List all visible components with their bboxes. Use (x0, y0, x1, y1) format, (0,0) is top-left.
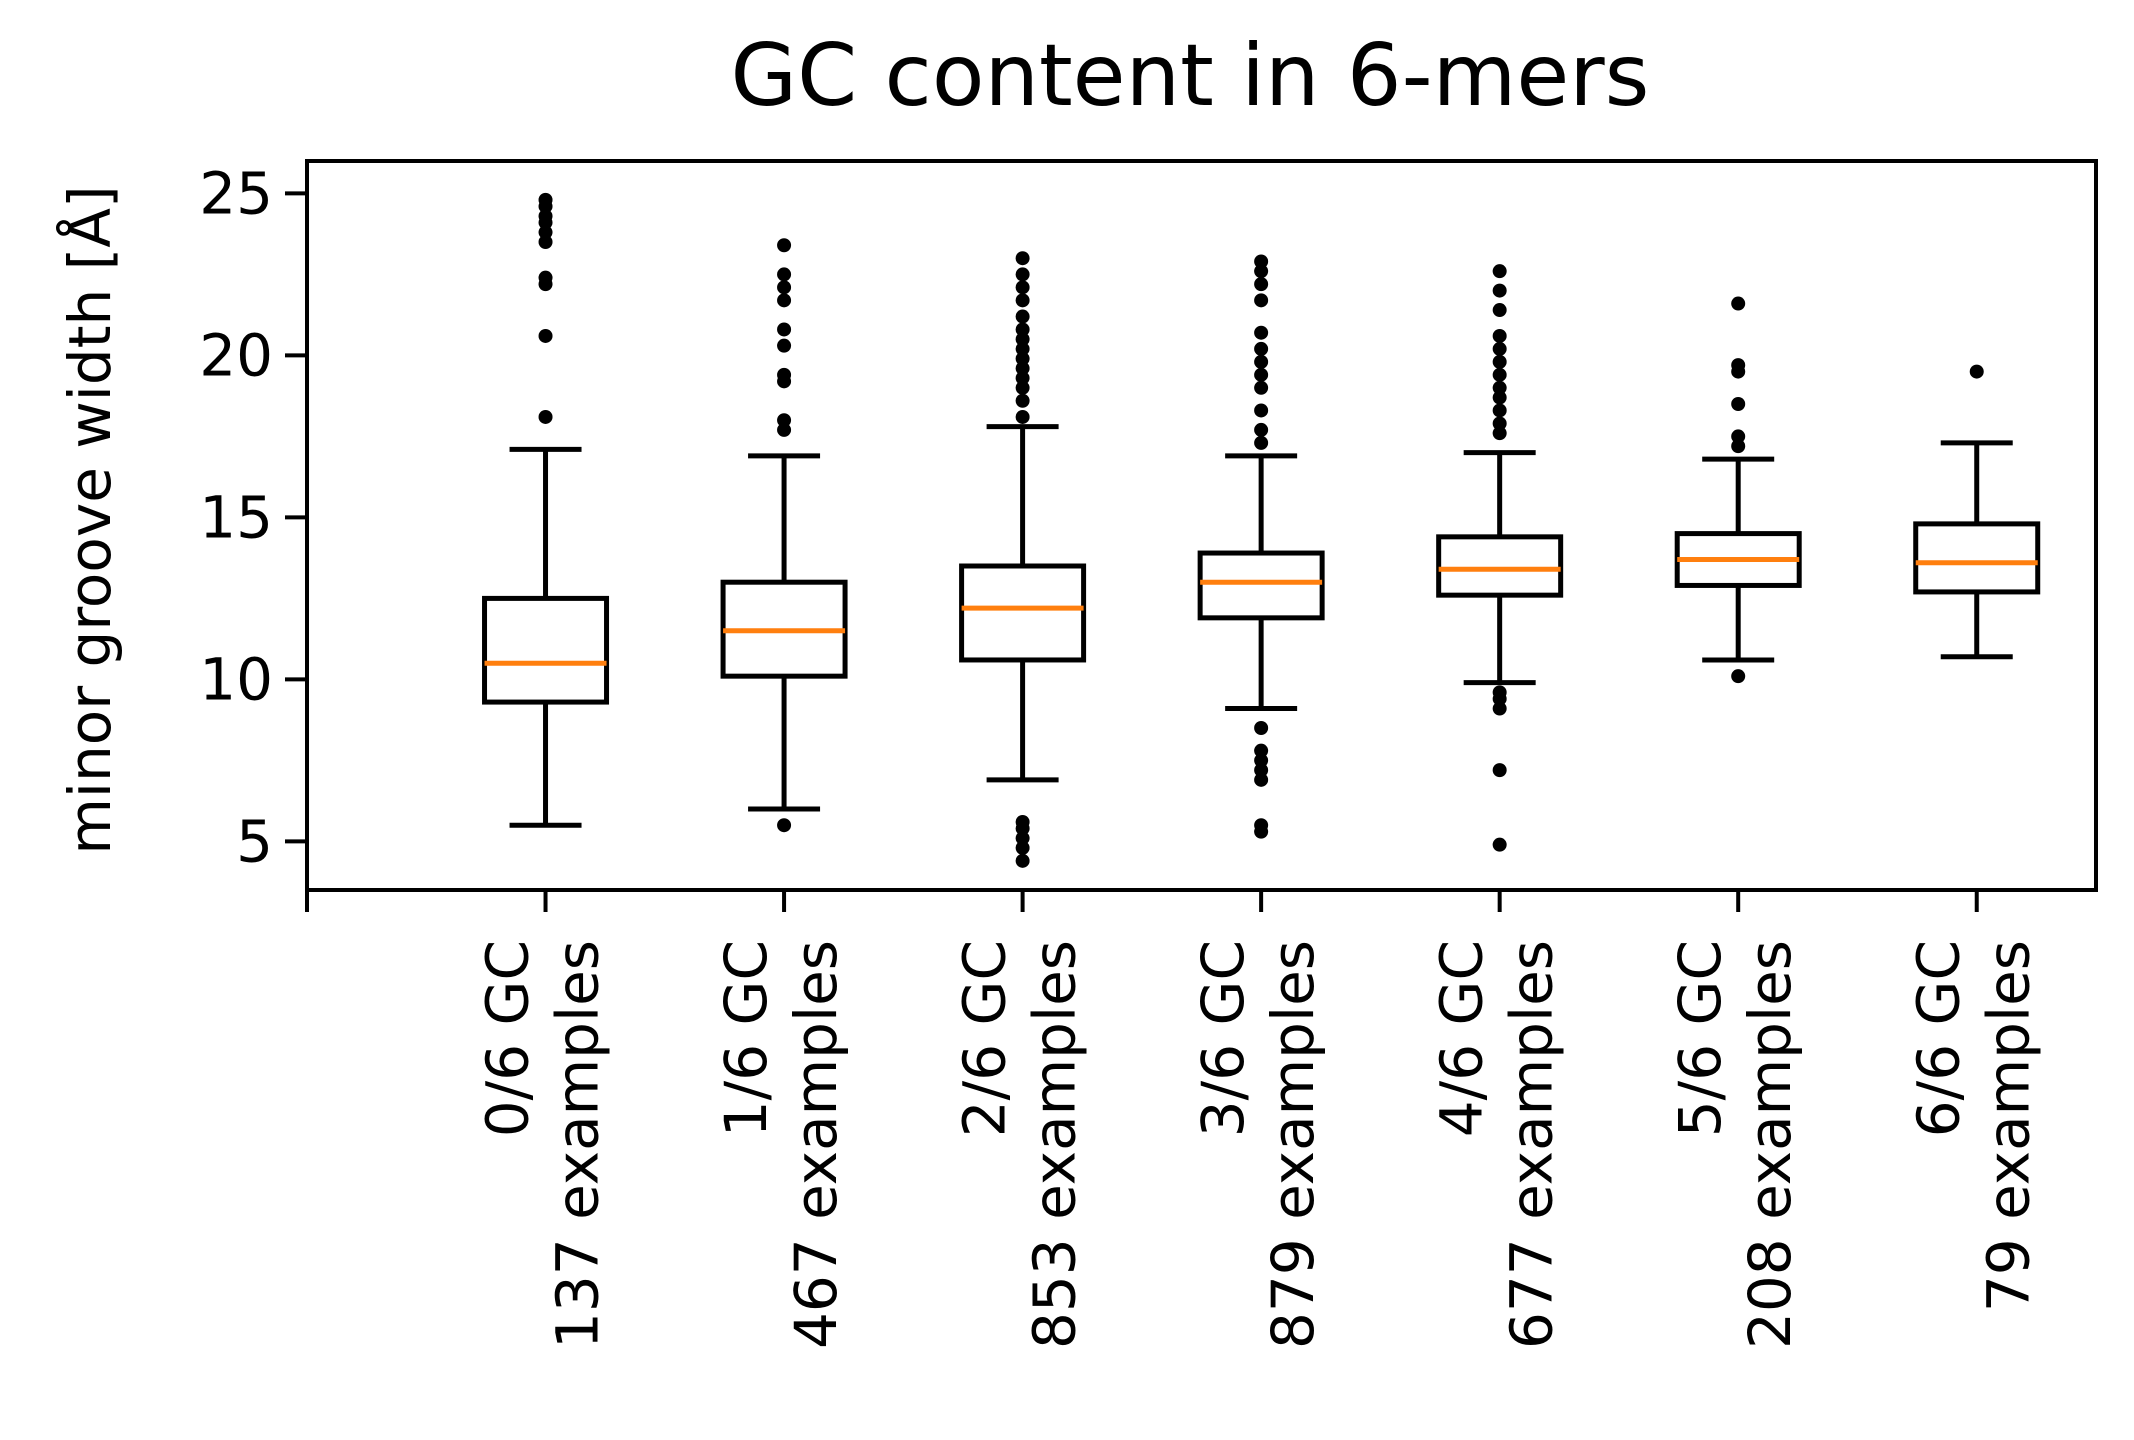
outlier-point (1492, 416, 1507, 431)
outlier-point (538, 192, 553, 207)
outlier-point (777, 422, 792, 437)
outlier-point (777, 367, 792, 382)
outlier-point (1492, 403, 1507, 418)
outlier-point (777, 818, 792, 833)
chart-title: GC content in 6-mers (731, 26, 1650, 126)
outlier-point (1254, 264, 1269, 279)
box-iqr (1436, 534, 1564, 598)
outlier-point (1254, 422, 1269, 437)
outlier-point (1492, 341, 1507, 356)
outlier-point (1254, 341, 1269, 356)
outlier-point (1015, 371, 1030, 386)
outlier-point (1254, 753, 1269, 768)
outlier-point (1492, 426, 1507, 441)
x-tick-label: 0/6 GC137 examples (474, 940, 612, 1349)
outlier-point (777, 322, 792, 337)
outlier-point (1492, 837, 1507, 852)
y-axis-label: minor groove width [Å] (55, 185, 124, 854)
outlier-point (1492, 283, 1507, 298)
outlier-point (1254, 772, 1269, 787)
outlier-point (777, 413, 792, 428)
outlier-point (538, 225, 553, 240)
outlier-point (1015, 322, 1030, 337)
outlier-point (1492, 303, 1507, 318)
box-iqr (1913, 521, 2041, 595)
outlier-point (777, 293, 792, 308)
outlier-point (1254, 403, 1269, 418)
x-tick-label: 1/6 GC467 examples (712, 940, 850, 1349)
outlier-point (1015, 840, 1030, 855)
y-tick-label: 25 (199, 159, 273, 227)
x-tick-label: 6/6 GC79 examples (1905, 940, 2043, 1312)
outlier-point (1254, 325, 1269, 340)
outlier-point (538, 209, 553, 224)
outlier-point (1254, 277, 1269, 292)
outlier-point (1254, 380, 1269, 395)
box-iqr (1197, 550, 1325, 621)
outlier-point (1254, 293, 1269, 308)
outlier-point (1254, 721, 1269, 735)
outlier-point (1254, 763, 1269, 778)
outlier-point (1254, 367, 1269, 382)
outlier-point (1492, 380, 1507, 395)
outlier-point (1015, 280, 1030, 295)
outlier-point (777, 338, 792, 353)
outlier-point (1015, 267, 1030, 282)
outlier-point (1254, 743, 1269, 758)
outlier-point (1492, 354, 1507, 369)
y-tick-label: 5 (236, 807, 273, 875)
outlier-point (1731, 429, 1746, 444)
axes-frame (305, 159, 2098, 892)
outlier-point (1254, 254, 1269, 269)
box-iqr (482, 595, 610, 705)
outlier-point (1492, 328, 1507, 343)
outlier-point (1969, 364, 1984, 379)
outlier-point (1015, 853, 1030, 868)
outlier-point (1015, 341, 1030, 356)
y-tick-label: 20 (199, 321, 273, 389)
outlier-point (1015, 332, 1030, 347)
outlier-point (538, 409, 553, 424)
outlier-point (1015, 351, 1030, 366)
outlier-point (1015, 409, 1030, 424)
outlier-point (538, 328, 553, 343)
outlier-point (777, 267, 792, 282)
outlier-point (1731, 439, 1746, 454)
y-tick-label: 15 (199, 483, 273, 551)
outlier-point (1731, 296, 1746, 311)
outlier-point (1492, 685, 1507, 700)
outlier-point (1731, 397, 1746, 411)
outlier-point (1015, 309, 1030, 324)
outlier-point (1254, 435, 1269, 450)
outlier-point (538, 270, 553, 285)
outlier-point (777, 238, 792, 253)
outlier-point (1731, 669, 1746, 684)
outlier-point (1254, 818, 1269, 833)
outlier-point (1015, 393, 1030, 408)
outlier-point (1492, 701, 1507, 716)
outlier-point (1731, 358, 1746, 373)
outlier-point (1015, 251, 1030, 266)
outlier-point (1015, 361, 1030, 376)
box-iqr (959, 563, 1087, 663)
outlier-point (1492, 763, 1507, 778)
plot-area: 5 10 15 20 25 0/6 GC137 examples 1/6 GC467 exa… (199, 159, 2043, 1349)
outlier-point (1492, 390, 1507, 405)
outlier-point (1015, 380, 1030, 395)
y-tick-label: 10 (199, 645, 273, 713)
outlier-point (1492, 264, 1507, 279)
outlier-point (777, 280, 792, 295)
outlier-point (538, 235, 553, 249)
outlier-point (1254, 354, 1269, 369)
x-tick-label: 5/6 GC208 examples (1666, 940, 1804, 1349)
outlier-point (1015, 814, 1030, 829)
x-tick-label: 2/6 GC853 examples (951, 940, 1089, 1349)
x-tick-label: 3/6 GC879 examples (1189, 940, 1327, 1349)
outlier-point (1015, 831, 1030, 846)
outlier-point (1015, 293, 1030, 308)
outlier-point (1492, 367, 1507, 382)
x-tick-label: 4/6 GC677 examples (1428, 940, 1566, 1349)
